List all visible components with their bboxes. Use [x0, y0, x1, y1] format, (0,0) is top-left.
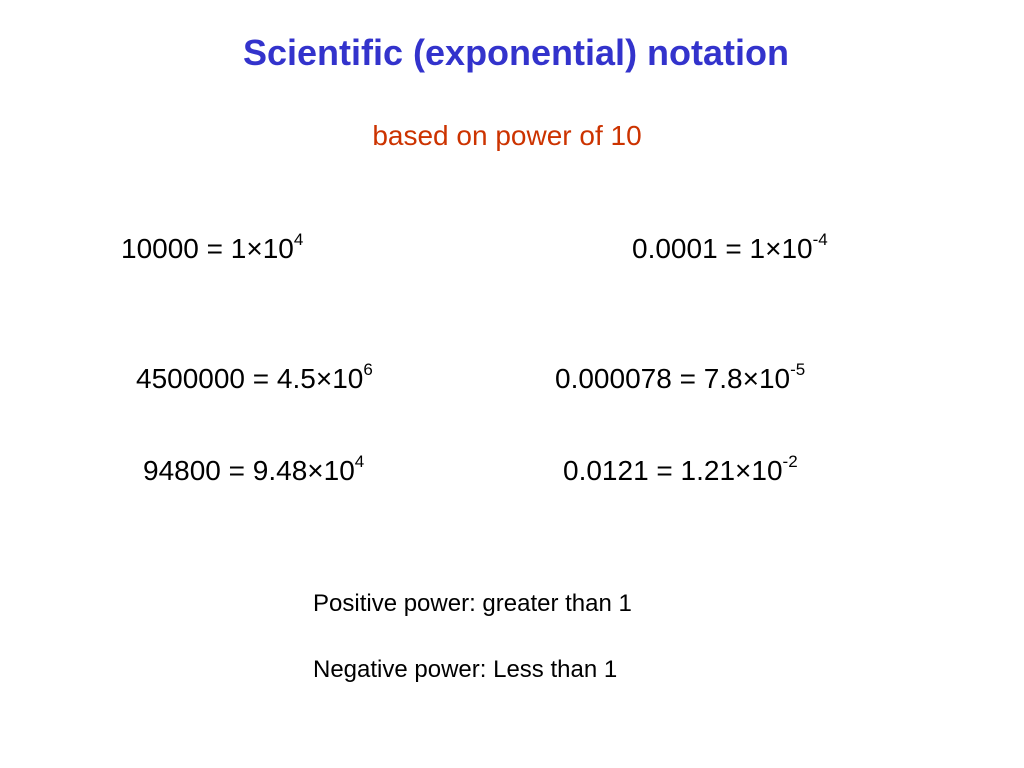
equation-negative-3: 0.0121 = 1.21×10-2 [563, 453, 798, 486]
equation-exponent: 4 [293, 229, 304, 249]
equation-exponent: -2 [782, 451, 798, 471]
equation-exponent: -4 [812, 229, 828, 249]
equation-base: 0.0121 = 1.21×10 [563, 455, 783, 486]
slide-title: Scientific (exponential) notation [242, 32, 790, 73]
equation-exponent: 6 [363, 359, 373, 379]
note-positive-power: Positive power: greater than 1 [313, 590, 632, 617]
equation-base: 0.000078 = 7.8×10 [555, 363, 791, 394]
equation-positive-2: 4500000 = 4.5×106 [136, 361, 373, 394]
equation-exponent: -5 [790, 359, 806, 379]
equation-exponent: 4 [354, 451, 365, 471]
equation-base: 10000 = 1×10 [121, 233, 294, 264]
equation-base: 0.0001 = 1×10 [632, 233, 813, 264]
equation-positive-1: 10000 = 1×104 [121, 231, 303, 264]
equation-base: 4500000 = 4.5×10 [136, 363, 364, 394]
equation-positive-3: 94800 = 9.48×104 [143, 453, 364, 486]
equation-base: 94800 = 9.48×10 [143, 455, 355, 486]
equation-negative-1: 0.0001 = 1×10-4 [632, 231, 828, 264]
note-negative-power: Negative power: Less than 1 [313, 656, 618, 683]
equation-negative-2: 0.000078 = 7.8×10-5 [555, 361, 805, 394]
slide-subtitle: based on power of 10 [372, 120, 642, 151]
